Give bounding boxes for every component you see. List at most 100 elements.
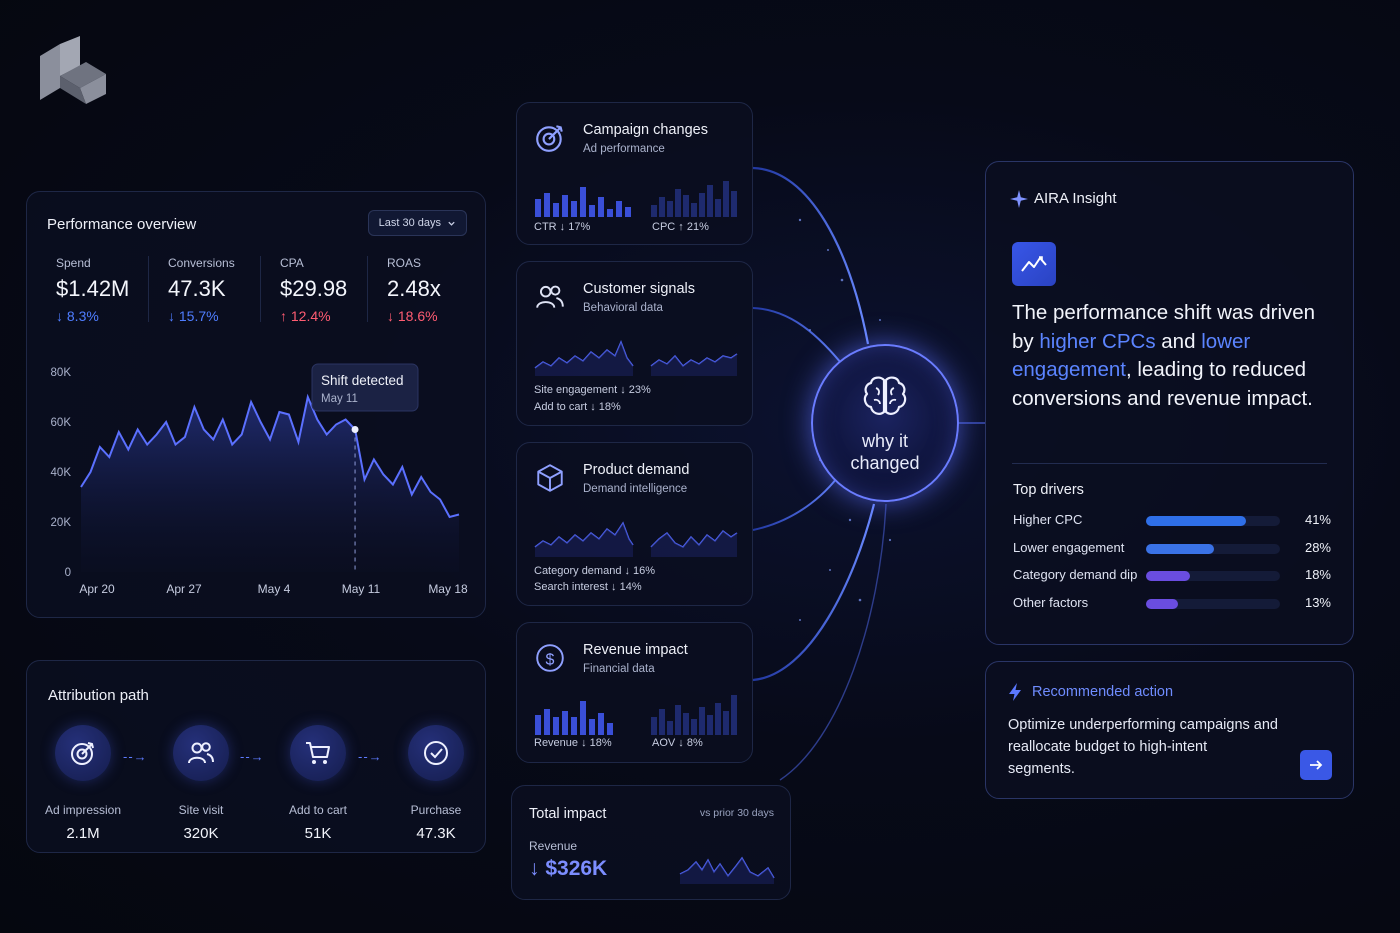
flow-arrow-icon: --→ xyxy=(358,749,383,764)
card-title: Campaign changes xyxy=(583,122,708,138)
card-revenue-impact[interactable]: $ Revenue impact Financial data Revenue … xyxy=(516,622,753,763)
comparison-period: vs prior 30 days xyxy=(699,807,774,819)
card-icon-wrap xyxy=(533,121,567,155)
driver-percent: 13% xyxy=(1304,594,1331,610)
total-impact-panel: Total impact vs prior 30 days Revenue ↓ … xyxy=(511,785,791,900)
target-icon xyxy=(536,125,563,152)
card-customer-signals[interactable]: Customer signals Behavioral data Site en… xyxy=(516,261,753,426)
recommended-action-text: Optimize underperforming campaigns and r… xyxy=(1008,717,1278,777)
shift-tooltip-title: Shift detected xyxy=(321,373,404,388)
step-icon-circle xyxy=(173,725,229,781)
driver-row: Other factors 13% xyxy=(1013,593,1331,613)
card-subtitle: Behavioral data xyxy=(583,302,663,314)
kpi-label: CPA xyxy=(280,256,304,270)
date-range-dropdown[interactable]: Last 30 days xyxy=(367,210,467,236)
x-tick-label: May 4 xyxy=(258,582,291,596)
metric-add-to-cart: Add to cart ↓ 18% xyxy=(534,401,621,413)
revenue-bar-sparkline xyxy=(535,701,613,735)
kpi-change: ↓ 15.7% xyxy=(168,308,219,324)
metric-ctr: CTR ↓ 17% xyxy=(534,221,591,233)
performance-chart: 0 20K 40K 60K 80K Apr 20 Apr 27 May 4 May 11 May… xyxy=(51,363,468,596)
cube-icon xyxy=(537,464,563,492)
metric-cpc: CPC ↑ 21% xyxy=(652,221,709,233)
lightning-icon xyxy=(1009,683,1021,701)
aov-bar-sparkline xyxy=(651,695,737,735)
kpi-divider xyxy=(367,256,368,322)
apply-action-button[interactable] xyxy=(1300,750,1332,780)
engagement-sparkline xyxy=(534,339,738,376)
step-add-to-cart: Add to cart 51K xyxy=(263,725,373,842)
step-label: Site visit xyxy=(178,803,224,817)
chart-series-line xyxy=(80,393,460,519)
shift-tooltip: Shift detected May 11 xyxy=(311,363,419,412)
shift-marker-dot xyxy=(351,426,359,433)
driver-bar-track xyxy=(1146,543,1280,554)
date-range-label: Last 30 days xyxy=(378,217,441,229)
driver-bar-fill xyxy=(1146,516,1246,526)
flow-connectors xyxy=(752,166,986,781)
brand-logo-icon xyxy=(40,36,106,104)
cart-icon xyxy=(306,742,330,764)
check-circle-icon xyxy=(424,741,448,765)
y-tick-label: 60K xyxy=(51,417,72,429)
dollar-icon: $ xyxy=(536,644,564,672)
card-subtitle: Demand intelligence xyxy=(583,483,688,495)
flow-arrow-icon: --→ xyxy=(123,749,148,764)
driver-label: Lower engagement xyxy=(1013,539,1125,555)
card-title: Revenue impact xyxy=(583,642,688,658)
driver-row: Higher CPC 41% xyxy=(1013,510,1331,530)
users-icon xyxy=(536,285,564,308)
metric-site-engagement: Site engagement ↓ 23% xyxy=(534,384,651,396)
card-icon-wrap xyxy=(533,461,567,495)
driver-bar-fill xyxy=(1146,543,1215,554)
cpc-bar-sparkline xyxy=(651,181,737,217)
card-title: Customer signals xyxy=(583,281,696,297)
aira-title: AIRA Insight xyxy=(1034,190,1117,207)
arrow-right-icon xyxy=(1310,760,1323,770)
attribution-title: Attribution path xyxy=(48,687,149,704)
attribution-path-panel: Attribution path Ad impression 2.1M --→ … xyxy=(26,660,486,853)
kpi-value: 2.48x xyxy=(387,276,441,301)
driver-row: Lower engagement 28% xyxy=(1013,538,1331,558)
kpi-change: ↓ 18.6% xyxy=(387,308,438,324)
step-value: 2.1M xyxy=(66,825,100,842)
metric-aov: AOV ↓ 8% xyxy=(652,737,703,749)
step-value: 51K xyxy=(304,825,332,842)
kpi-divider xyxy=(148,256,149,322)
recommended-action-title: Recommended action xyxy=(1032,684,1174,700)
total-impact-sparkline xyxy=(679,856,775,884)
performance-overview-panel: Performance overview Last 30 days Spend … xyxy=(26,191,486,618)
driver-bar-track xyxy=(1146,598,1280,609)
orb-label: why it changed xyxy=(813,430,957,474)
top-drivers-title: Top drivers xyxy=(1013,482,1084,498)
shift-tooltip-date: May 11 xyxy=(321,393,358,405)
step-label: Ad impression xyxy=(44,803,122,817)
brain-icon xyxy=(863,376,907,415)
step-ad-impression: Ad impression 2.1M xyxy=(28,725,138,842)
metric-revenue: Revenue ↓ 18% xyxy=(534,737,612,749)
metric-category-demand: Category demand ↓ 16% xyxy=(534,565,656,577)
y-tick-label: 0 xyxy=(65,567,71,579)
card-campaign-changes[interactable]: Campaign changes Ad performance CTR ↓ 17… xyxy=(516,102,753,245)
step-icon-circle xyxy=(55,725,111,781)
kpi-change: ↓ 8.3% xyxy=(56,308,99,324)
driver-label: Category demand dip xyxy=(1013,567,1138,582)
x-tick-label: May 18 xyxy=(428,582,468,596)
flow-arrow-icon: --→ xyxy=(240,749,265,764)
svg-text:$: $ xyxy=(546,651,555,668)
kpi-label: Spend xyxy=(56,256,91,270)
aira-insight-panel: AIRA Insight The performance shift was d… xyxy=(985,161,1354,645)
step-icon-circle xyxy=(290,725,346,781)
demand-sparkline xyxy=(534,521,738,557)
driver-bar-track xyxy=(1146,571,1280,581)
revenue-label: Revenue xyxy=(529,839,578,853)
step-label: Add to cart xyxy=(288,803,348,817)
headline-highlight-engagement: lower engagement xyxy=(1012,329,1251,382)
why-it-changed-orb[interactable]: why it changed xyxy=(811,344,959,502)
kpi-value: $29.98 xyxy=(280,276,348,301)
insight-headline: The performance shift was driven by high… xyxy=(1012,299,1332,413)
x-tick-label: Apr 27 xyxy=(166,582,202,596)
driver-bar-fill xyxy=(1146,571,1190,581)
ctr-bar-sparkline xyxy=(535,187,631,217)
card-product-demand[interactable]: Product demand Demand intelligence Categ… xyxy=(516,442,753,606)
